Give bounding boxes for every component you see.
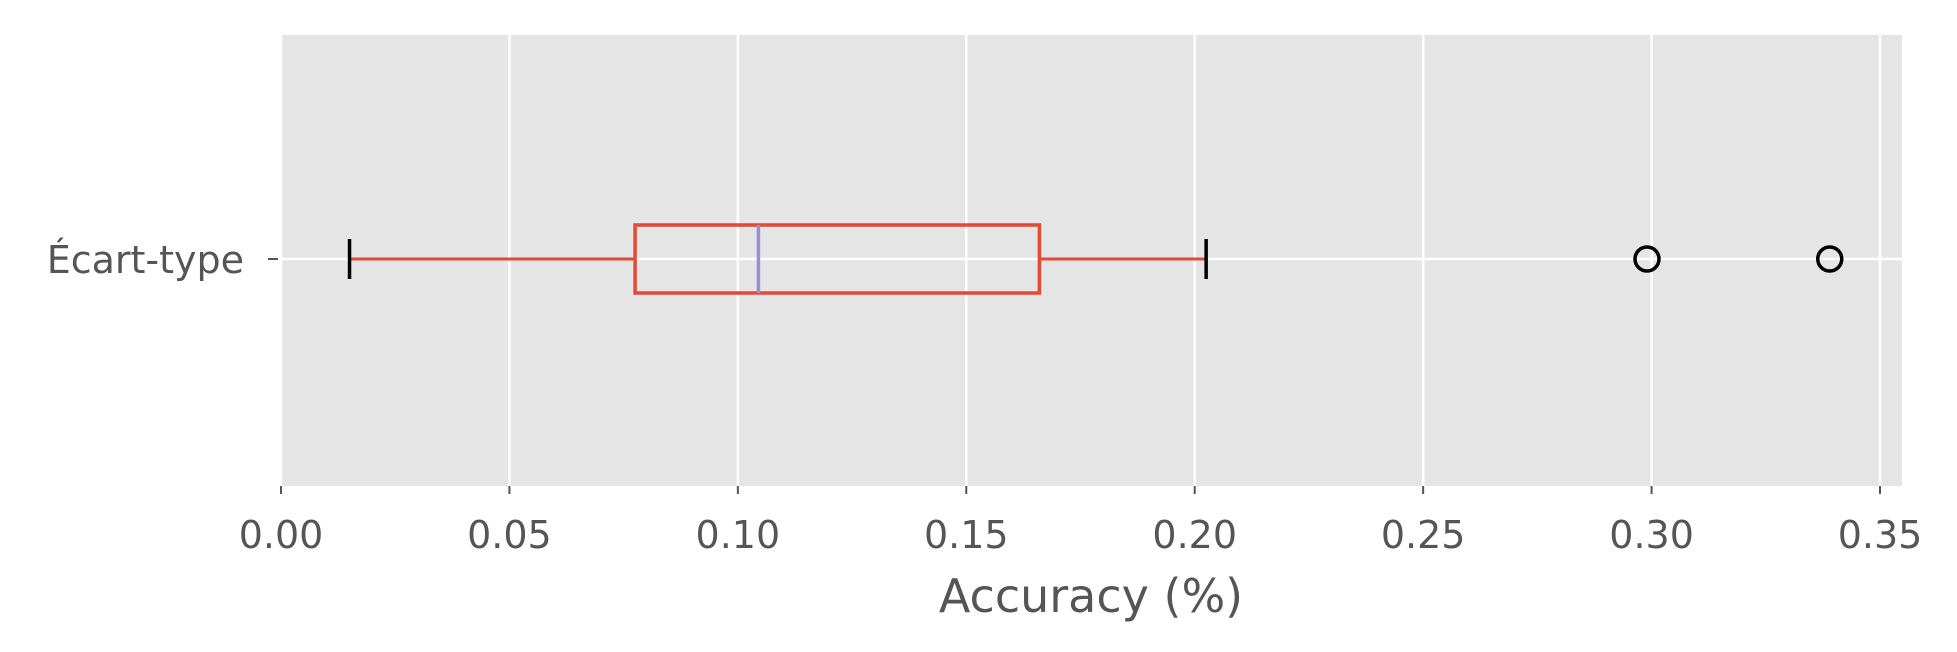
x-tick-label: 0.10 [696, 513, 781, 557]
x-tick-label: 0.05 [467, 513, 552, 557]
x-axis: 0.00 0.05 0.10 0.15 0.20 0.25 0.30 0.35 [239, 486, 1923, 557]
x-tick-label: 0.20 [1152, 513, 1237, 557]
x-tick-label: 0.30 [1609, 513, 1694, 557]
x-tick-label: 0.35 [1838, 513, 1923, 557]
iqr-box [633, 223, 1042, 295]
y-axis: Écart-type [47, 238, 278, 282]
outlier-point [1815, 245, 1844, 273]
x-tick-label: 0.25 [1381, 513, 1466, 557]
y-tick-label: Écart-type [47, 238, 244, 282]
x-axis-label: Accuracy (%) [939, 569, 1243, 623]
x-tick-label: 0.00 [239, 513, 324, 557]
boxplot-series [347, 223, 1844, 295]
outlier-point [1633, 245, 1661, 273]
x-tick-label: 0.15 [924, 513, 1009, 557]
